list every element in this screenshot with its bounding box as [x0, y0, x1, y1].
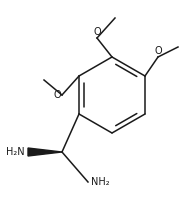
- Text: O: O: [93, 27, 101, 37]
- Text: O: O: [154, 46, 162, 56]
- Text: H₂N: H₂N: [6, 147, 25, 157]
- Text: O: O: [53, 90, 61, 100]
- Text: NH₂: NH₂: [91, 177, 110, 187]
- Polygon shape: [28, 148, 62, 156]
